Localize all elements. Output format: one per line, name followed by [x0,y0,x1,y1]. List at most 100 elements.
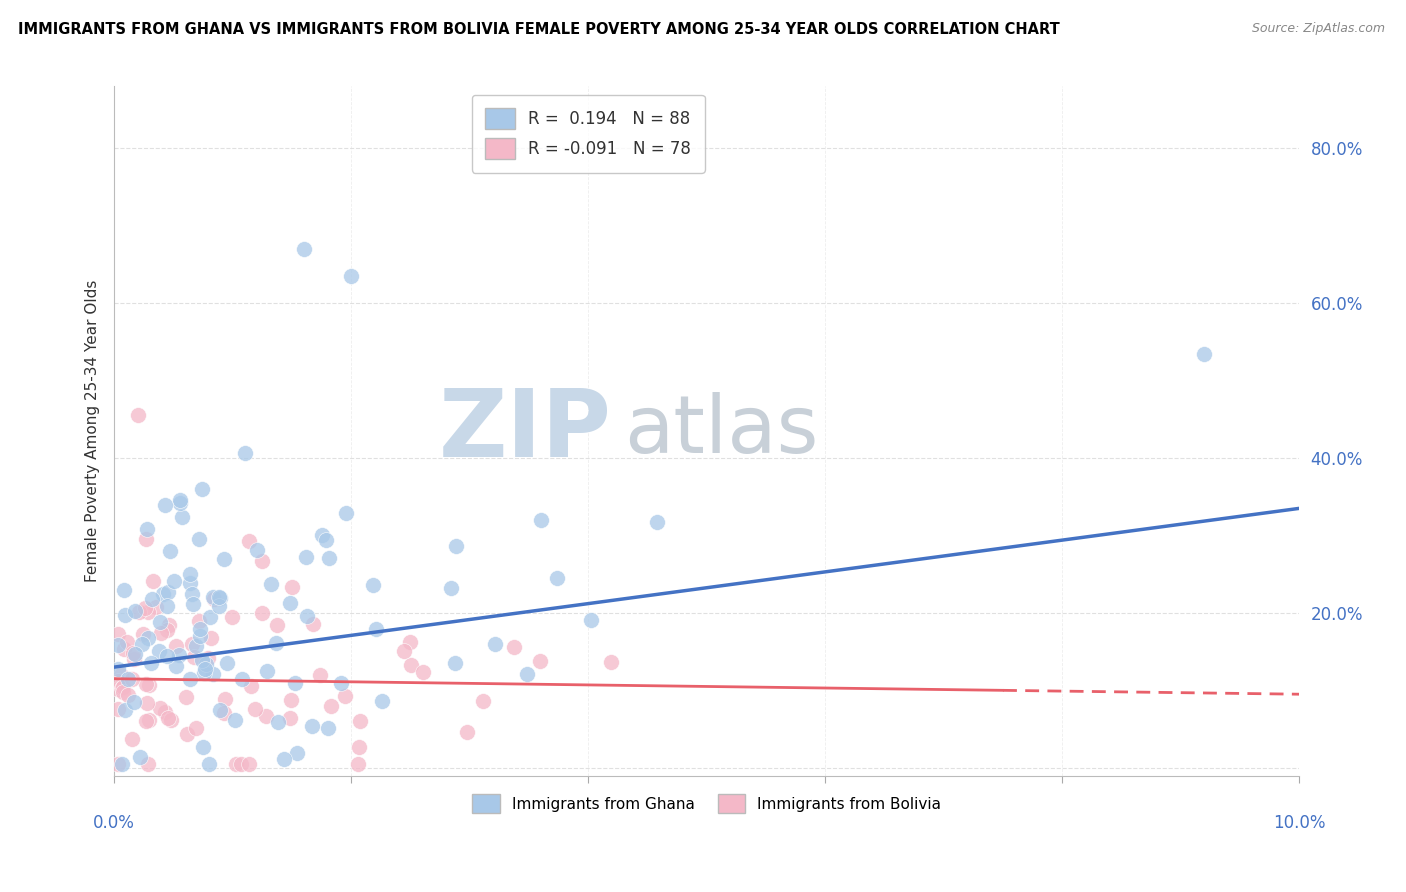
Point [600,655,623,669]
Point [179,576,201,591]
Point [214,692,236,706]
Point [224,713,246,727]
Point [329,676,352,690]
Point [136,756,159,771]
Point [121,732,143,747]
Point [250,554,273,568]
Point [152,587,174,601]
Point [163,574,186,588]
Point [107,756,129,771]
Point [579,613,602,627]
Point [250,606,273,620]
Point [191,739,214,754]
Point [122,695,145,709]
Point [246,542,269,557]
Point [399,634,422,648]
Point [107,702,129,716]
Point [208,703,231,717]
Point [278,711,301,725]
Point [112,582,135,597]
Point [107,639,129,653]
Point [208,599,231,614]
Point [136,696,159,710]
Point [159,617,181,632]
Point [266,714,288,729]
Point [117,688,139,702]
Point [529,513,551,527]
Point [159,714,181,728]
Point [321,698,343,713]
Text: IMMIGRANTS FROM GHANA VS IMMIGRANTS FROM BOLIVIA FEMALE POVERTY AMONG 25-34 YEAR: IMMIGRANTS FROM GHANA VS IMMIGRANTS FROM… [18,22,1060,37]
Point [195,657,218,672]
Point [546,571,568,585]
Point [301,719,323,733]
Point [201,666,224,681]
Point [181,597,204,611]
Point [188,629,211,643]
Legend: Immigrants from Ghana, Immigrants from Bolivia: Immigrants from Ghana, Immigrants from B… [465,788,948,820]
Point [127,409,149,423]
Point [187,614,209,628]
Point [184,721,207,735]
Point [349,739,371,754]
Point [156,584,179,599]
Point [197,651,219,665]
Point [115,635,138,649]
Point [301,617,323,632]
Point [187,532,209,546]
Point [371,694,394,708]
Point [156,711,179,725]
Point [180,637,202,651]
Point [122,652,145,666]
Point [135,532,157,546]
Point [472,694,495,708]
Point [347,756,370,771]
Text: ZIP: ZIP [439,385,612,477]
Point [444,539,467,553]
Point [169,493,191,508]
Point [181,587,204,601]
Point [340,268,363,283]
Point [111,756,134,771]
Point [117,673,139,687]
Point [134,601,156,615]
Point [174,690,197,704]
Point [190,653,212,667]
Point [114,703,136,717]
Point [138,714,160,728]
Point [266,617,288,632]
Point [295,550,318,565]
Point [128,605,150,619]
Point [315,533,337,547]
Point [208,590,231,604]
Point [198,610,221,624]
Point [153,498,176,512]
Point [156,649,179,664]
Point [225,756,247,771]
Point [444,656,467,670]
Point [129,749,152,764]
Point [361,578,384,592]
Text: atlas: atlas [624,392,818,470]
Point [169,495,191,509]
Point [165,659,187,673]
Point [202,591,225,605]
Point [135,714,157,728]
Point [516,666,538,681]
Text: Source: ZipAtlas.com: Source: ZipAtlas.com [1251,22,1385,36]
Point [135,677,157,691]
Point [503,640,526,654]
Point [238,534,260,549]
Point [529,654,551,668]
Point [149,625,172,640]
Point [124,603,146,617]
Point [136,605,159,619]
Point [141,592,163,607]
Point [278,596,301,610]
Point [392,643,415,657]
Point [136,631,159,645]
Point [183,649,205,664]
Point [111,681,134,696]
Point [165,640,187,654]
Point [295,608,318,623]
